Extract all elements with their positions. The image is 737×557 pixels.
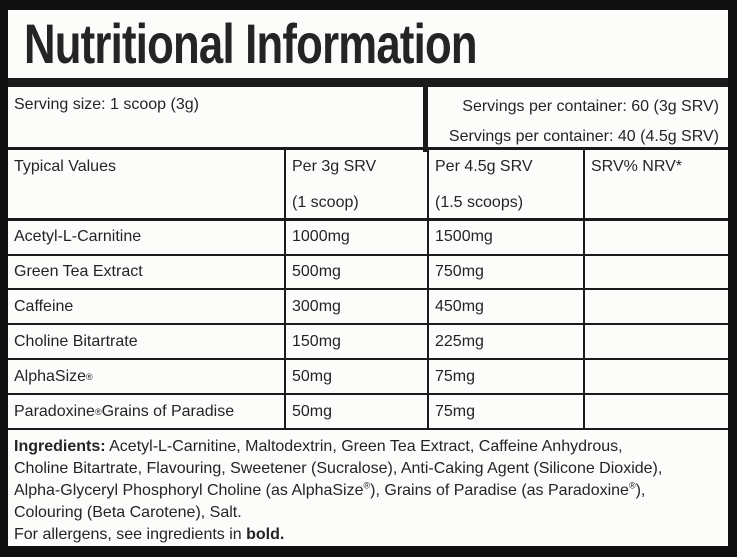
- nutrition-label: Nutritional Information Serving size: 1 …: [8, 10, 728, 546]
- ingredient-name: AlphaSize ®: [8, 360, 286, 394]
- servings-per-container-cell: Servings per container: 60 (3g SRV) Serv…: [428, 87, 728, 152]
- column-header-per-3g: Per 3g SRV (1 scoop): [286, 149, 429, 230]
- table-row: Caffeine 300mg 450mg: [8, 290, 728, 326]
- table-row: AlphaSize ® 50mg 75mg: [8, 360, 728, 396]
- ingredient-name: Paradoxine ® Grains of Paradise: [8, 395, 286, 428]
- value-per-3g: 50mg: [286, 360, 429, 394]
- table-header-row: Typical Values Per 3g SRV (1 scoop) Per …: [8, 149, 728, 230]
- ingredients-line-3: Alpha-Glyceryl Phosphoryl Choline (as Al…: [14, 480, 646, 499]
- ingredients-text-1: Acetyl-L-Carnitine, Maltodextrin, Green …: [109, 437, 623, 455]
- srv-nrv-value: [585, 325, 728, 358]
- title-bar: Nutritional Information: [8, 10, 728, 78]
- allergen-note: For allergens, see ingredients in bold.: [14, 524, 716, 546]
- column-header-per-4-5g: Per 4.5g SRV (1.5 scoops): [429, 149, 585, 230]
- srv-nrv-value: [585, 256, 728, 289]
- value-per-4-5g: 450mg: [429, 290, 585, 324]
- value-per-4-5g: 75mg: [429, 395, 585, 428]
- table-row: Choline Bitartrate 150mg 225mg: [8, 325, 728, 361]
- value-per-3g: 1000mg: [286, 220, 429, 254]
- allergen-note-text: For allergens, see ingredients in: [14, 525, 247, 543]
- value-per-3g: 500mg: [286, 255, 429, 289]
- value-per-4-5g: 225mg: [429, 325, 585, 359]
- srv-nrv-value: [585, 395, 728, 428]
- value-per-3g: 300mg: [286, 290, 429, 324]
- ingredients-section: Ingredients: Acetyl-L-Carnitine, Maltode…: [8, 430, 728, 546]
- srv-nrv-value: [585, 290, 728, 323]
- ingredients-line-2: Choline Bitartrate, Flavouring, Sweetene…: [14, 459, 663, 477]
- allergen-note-bold: bold.: [246, 525, 285, 543]
- serving-info-row: Serving size: 1 scoop (3g) Servings per …: [8, 86, 728, 152]
- ingredient-name: Green Tea Extract: [8, 255, 286, 289]
- ingredient-name: Caffeine: [8, 290, 286, 324]
- column-header-srv-nrv: SRV% NRV*: [591, 157, 682, 175]
- page-title: Nutritional Information: [24, 12, 478, 76]
- value-per-3g: 50mg: [286, 395, 429, 428]
- value-per-4-5g: 75mg: [429, 360, 585, 394]
- value-per-4-5g: 750mg: [429, 255, 585, 289]
- table-row: Paradoxine ® Grains of Paradise 50mg 75mg: [8, 395, 728, 430]
- table-row: Acetyl-L-Carnitine 1000mg 1500mg: [8, 220, 728, 256]
- value-per-4-5g: 1500mg: [429, 220, 585, 254]
- value-per-3g: 150mg: [286, 325, 429, 359]
- ingredients-line-1: Ingredients: Acetyl-L-Carnitine, Maltode…: [14, 436, 716, 458]
- title-rule-divider: [8, 77, 728, 87]
- ingredient-name: Choline Bitartrate: [8, 325, 286, 359]
- table-row: Green Tea Extract 500mg 750mg: [8, 255, 728, 291]
- ingredients-line-4: Colouring (Beta Carotene), Salt.: [14, 503, 242, 521]
- ingredient-name: Acetyl-L-Carnitine: [8, 220, 286, 254]
- srv-nrv-value: [585, 221, 728, 254]
- srv-nrv-value: [585, 360, 728, 393]
- servings-per-container-45g: Servings per container: 40 (4.5g SRV): [448, 127, 719, 145]
- servings-per-container-3g: Servings per container: 60 (3g SRV): [462, 97, 719, 115]
- serving-size-cell: Serving size: 1 scoop (3g): [8, 86, 428, 152]
- column-header-typical-values: Typical Values: [8, 149, 286, 230]
- ingredients-label: Ingredients:: [14, 437, 106, 455]
- serving-size-text: Serving size: 1 scoop (3g): [14, 95, 199, 113]
